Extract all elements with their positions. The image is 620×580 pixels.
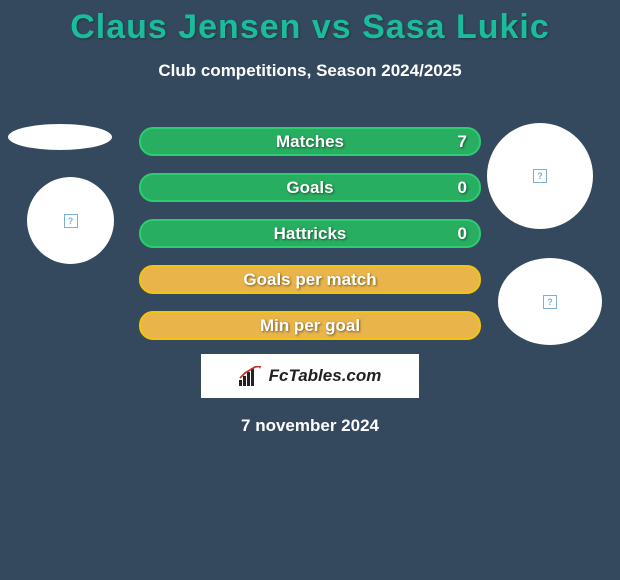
stat-bar: Min per goal xyxy=(139,311,481,340)
fctables-logo-icon xyxy=(239,366,263,386)
page-subtitle: Club competitions, Season 2024/2025 xyxy=(0,61,620,81)
placeholder-image-icon: ? xyxy=(64,214,78,228)
stat-bar-label: Min per goal xyxy=(141,316,479,336)
date-label: 7 november 2024 xyxy=(0,416,620,436)
stat-bar-label: Goals xyxy=(141,178,479,198)
stat-bar: Matches7 xyxy=(139,127,481,156)
placeholder-image-icon: ? xyxy=(543,295,557,309)
placeholder-image-icon: ? xyxy=(533,169,547,183)
stat-bar-label: Hattricks xyxy=(141,224,479,244)
stat-bar-value: 0 xyxy=(458,178,467,198)
ellipse-top-left xyxy=(8,124,112,150)
stat-bars: Matches7Goals0Hattricks0Goals per matchM… xyxy=(139,127,481,340)
page-title: Claus Jensen vs Sasa Lukic xyxy=(0,0,620,47)
stat-bar: Goals per match xyxy=(139,265,481,294)
stat-bar-label: Goals per match xyxy=(141,270,479,290)
stat-bar-label: Matches xyxy=(141,132,479,152)
stat-bar-value: 0 xyxy=(458,224,467,244)
stat-bar-value: 7 xyxy=(458,132,467,152)
circle-left: ? xyxy=(27,177,114,264)
circle-right-top: ? xyxy=(487,123,593,229)
source-badge: FcTables.com xyxy=(201,354,419,398)
source-badge-text: FcTables.com xyxy=(269,366,382,386)
stat-bar: Hattricks0 xyxy=(139,219,481,248)
circle-right-bottom: ? xyxy=(498,258,602,345)
stat-bar: Goals0 xyxy=(139,173,481,202)
